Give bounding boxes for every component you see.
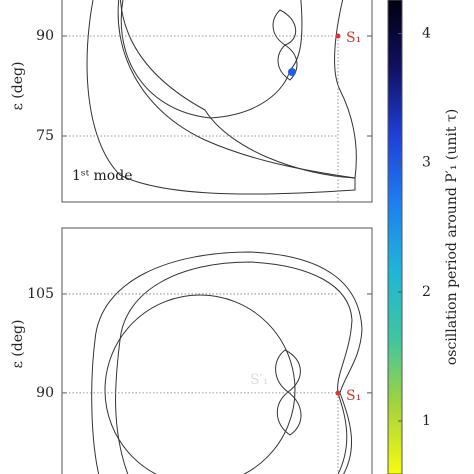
- y-tick-label: 105: [27, 286, 54, 302]
- y-axis-label: ε (deg): [10, 62, 26, 111]
- y-axis-label: ε (deg): [10, 320, 26, 369]
- colorbar: [387, 0, 403, 474]
- s1-point: [335, 33, 341, 39]
- y-tick-label: 75: [36, 128, 54, 144]
- bottom-frame: [61, 227, 373, 474]
- colorbar-label: oscillation period around P′₁ (unit τ): [444, 109, 460, 365]
- y-tick-label: 90: [36, 385, 54, 401]
- colorbar-tick-label: 4: [422, 26, 431, 42]
- bottom-regions: [91, 251, 363, 474]
- top-regions: [86, 0, 357, 195]
- colorbar-tick-label: 3: [422, 155, 431, 171]
- mode-label: 1ˢᵗ mode: [72, 168, 132, 184]
- s1-point: [335, 390, 341, 396]
- top-frame: [61, 0, 373, 203]
- colorbar-tick-label: 2: [422, 284, 431, 300]
- colorbar-tick-label: 1: [422, 413, 431, 429]
- y-tick-label: 90: [36, 28, 54, 44]
- s1-label: S₁: [346, 388, 361, 404]
- s1p-label: S′₁: [250, 372, 268, 388]
- s1-label: S₁: [346, 30, 361, 46]
